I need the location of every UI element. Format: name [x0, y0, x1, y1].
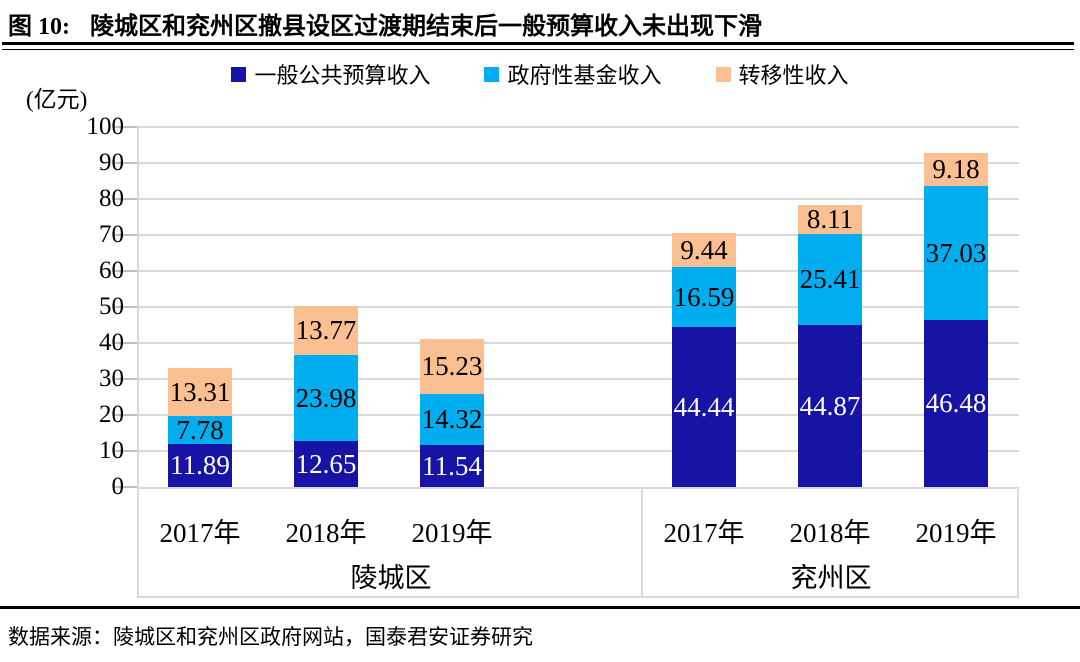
bar-segment: 23.98 — [294, 355, 358, 442]
gridline — [137, 414, 1019, 416]
category-label: 2017年 — [159, 518, 241, 548]
bar-segment: 12.65 — [294, 441, 358, 487]
bar-value-label: 46.48 — [925, 387, 987, 418]
legend-swatch-icon — [715, 66, 731, 82]
legend-item: 一般公共预算收入 — [231, 58, 430, 90]
footer-divider — [0, 606, 1080, 609]
y-axis-tick-label: 0 — [111, 473, 125, 500]
y-axis-tick — [115, 234, 137, 236]
figure-title-text: 陵城区和兖州区撤县设区过渡期结束后一般预算收入未出现下滑 — [90, 14, 762, 40]
legend-item: 转移性收入 — [715, 58, 849, 90]
bar-value-label: 7.78 — [176, 414, 224, 445]
gridline — [137, 342, 1019, 344]
gridline — [137, 234, 1019, 236]
bar-segment: 11.89 — [168, 444, 232, 487]
bar-segment: 11.54 — [420, 445, 484, 487]
legend: 一般公共预算收入 政府性基金收入 转移性收入 — [0, 58, 1080, 90]
bar-value-label: 13.31 — [169, 376, 231, 407]
bar-segment: 14.32 — [420, 393, 484, 446]
y-axis-tick-label: 100 — [86, 113, 125, 140]
category-label: 2018年 — [285, 518, 367, 548]
bar-segment: 44.87 — [798, 325, 862, 487]
data-source: 数据来源：陵城区和兖州区政府网站，国泰君安证券研究 — [8, 625, 533, 649]
bar-segment: 8.11 — [798, 203, 862, 234]
bar-value-label: 13.77 — [295, 314, 357, 345]
y-axis-tick — [115, 378, 137, 380]
bar-segment: 9.44 — [672, 233, 736, 268]
y-axis-tick-label: 90 — [99, 149, 124, 176]
bar-value-label: 14.32 — [421, 404, 483, 435]
y-axis-tick — [115, 306, 137, 308]
y-axis-tick — [115, 342, 137, 344]
category-axis: 2017年 2018年 2019年 2017年 2018年 2019年陵城区 兖州区 — [137, 487, 1019, 598]
y-axis-tick-label: 60 — [99, 257, 124, 284]
gridline — [137, 306, 1019, 308]
bar-value-label: 9.44 — [680, 234, 728, 265]
legend-label: 一般公共预算收入 — [254, 63, 431, 88]
y-axis-tick — [115, 270, 137, 272]
legend-label: 政府性基金收入 — [507, 63, 662, 88]
bar-value-label: 44.87 — [799, 390, 861, 421]
title-divider — [2, 42, 1074, 50]
group-divider — [641, 489, 643, 596]
y-axis-tick-label: 40 — [99, 329, 124, 356]
y-axis-tick-label: 20 — [99, 401, 124, 428]
bar-value-label: 44.44 — [673, 391, 735, 422]
bar-segment: 7.78 — [168, 414, 232, 445]
bar-value-label: 9.18 — [932, 154, 980, 185]
gridline — [137, 270, 1019, 272]
bar-segment: 13.77 — [294, 305, 358, 356]
y-axis-tick — [115, 162, 137, 164]
y-axis-tick — [115, 414, 137, 416]
y-axis-tick-label: 30 — [99, 365, 124, 392]
gridline — [137, 378, 1019, 380]
gridline — [137, 450, 1019, 452]
y-axis-tick-label: 50 — [99, 293, 124, 320]
gridline — [137, 198, 1019, 200]
legend-swatch-icon — [484, 66, 500, 82]
bar-value-label: 37.03 — [925, 237, 987, 268]
category-label: 2018年 — [789, 518, 871, 548]
bar-segment: 13.31 — [168, 368, 232, 417]
y-axis-tick — [115, 450, 137, 452]
y-axis-tick-label: 10 — [99, 437, 124, 464]
category-label: 2019年 — [411, 518, 493, 548]
bar-segment: 16.59 — [672, 267, 736, 328]
category-label: 2019年 — [915, 518, 997, 548]
bar-segment: 46.48 — [924, 319, 988, 487]
y-axis-tick-label: 80 — [99, 185, 124, 212]
bar-segment: 9.18 — [924, 153, 988, 187]
group-label: 陵城区 — [350, 563, 432, 593]
bar-segment: 37.03 — [924, 186, 988, 320]
bar-value-label: 15.23 — [421, 351, 483, 381]
bar-value-label: 25.41 — [799, 264, 861, 295]
legend-label: 转移性收入 — [738, 63, 849, 88]
y-axis-tick — [115, 486, 137, 488]
bar-value-label: 11.54 — [422, 450, 482, 481]
y-axis-unit-label: (亿元) — [26, 87, 88, 112]
bar-value-label: 11.89 — [170, 450, 230, 481]
bar-value-label: 16.59 — [673, 281, 735, 312]
y-axis-tick — [115, 198, 137, 200]
bar-value-label: 12.65 — [295, 448, 357, 479]
category-label: 2017年 — [663, 518, 745, 548]
plot-area: 0 10 20 30 40 50 60 70 80 90 100 11.89 7.78 13.31 12.6… — [87, 113, 1019, 500]
gridline — [137, 126, 1019, 128]
figure-title: 图 10: 陵城区和兖州区撤县设区过渡期结束后一般预算收入未出现下滑 — [8, 6, 762, 41]
bar-segment: 15.23 — [420, 339, 484, 394]
gridline — [137, 162, 1019, 164]
bar-value-label: 8.11 — [806, 203, 854, 234]
bar-segment: 25.41 — [798, 234, 862, 326]
y-axis-tick-label: 70 — [99, 221, 124, 248]
bar-value-label: 23.98 — [295, 382, 357, 413]
figure-number: 图 10: — [8, 14, 70, 40]
group-label: 兖州区 — [790, 563, 872, 593]
legend-item: 政府性基金收入 — [484, 58, 662, 90]
bar-segment: 44.44 — [672, 327, 736, 487]
y-axis-tick — [115, 126, 137, 128]
legend-swatch-icon — [231, 66, 247, 82]
